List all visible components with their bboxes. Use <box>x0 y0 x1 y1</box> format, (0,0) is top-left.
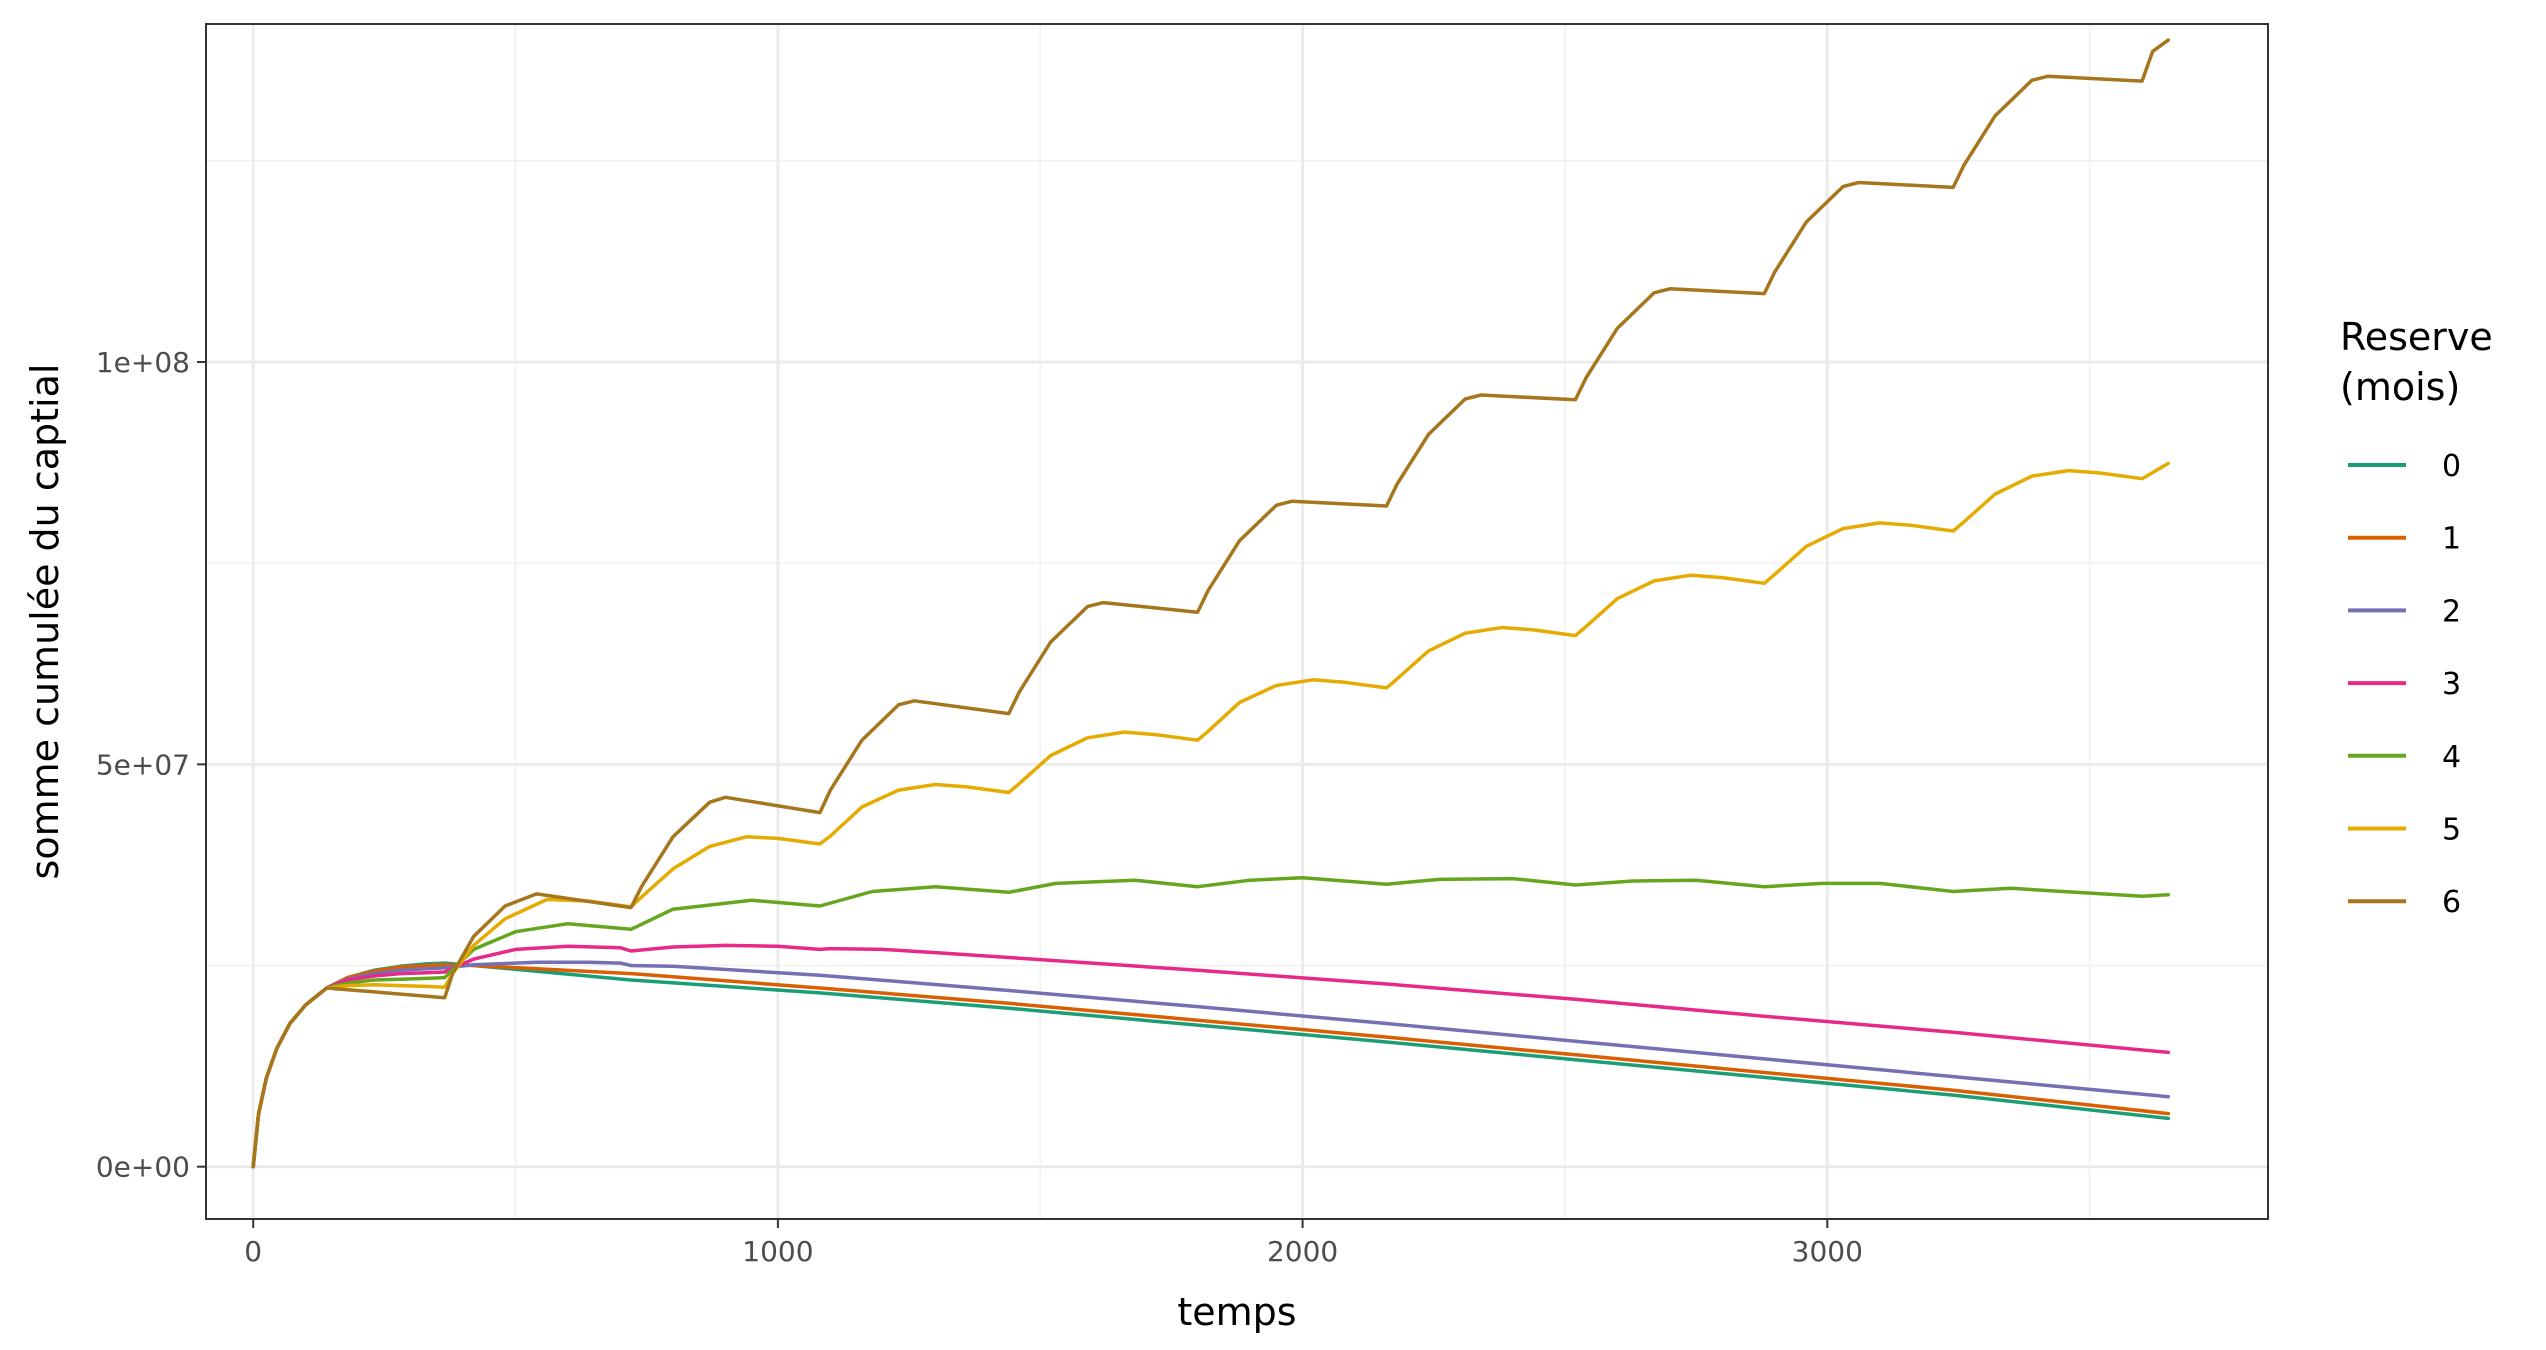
legend-label-4: 4 <box>2442 740 2461 775</box>
x-tick-label: 0 <box>244 1235 262 1268</box>
legend-label-2: 2 <box>2442 594 2461 629</box>
legend-items: 0 1 2 3 4 5 6 <box>2348 449 2461 920</box>
y-tick-label: 5e+07 <box>96 748 190 781</box>
legend-title-line-2: (mois) <box>2340 365 2460 409</box>
series-line-5 <box>251 461 2171 1169</box>
x-axis: 0 1000 2000 3000 <box>244 1219 1863 1268</box>
grid-minor <box>206 24 2268 1219</box>
y-tick-label: 0e+00 <box>96 1151 190 1184</box>
panel-background <box>206 24 2268 1219</box>
legend-label-6: 6 <box>2442 885 2461 920</box>
x-tick-label: 2000 <box>1267 1235 1338 1268</box>
legend: Reserve (mois) 0 1 2 3 4 5 6 <box>2340 315 2493 920</box>
y-axis: 0e+00 5e+07 1e+08 <box>96 346 206 1184</box>
x-tick-label: 1000 <box>742 1235 813 1268</box>
y-tick-label: 1e+08 <box>96 346 190 379</box>
legend-label-1: 1 <box>2442 522 2461 557</box>
series-line-6 <box>251 38 2171 1169</box>
legend-label-0: 0 <box>2442 449 2461 484</box>
series-layer <box>251 38 2171 1169</box>
legend-title-line-1: Reserve <box>2340 315 2493 359</box>
y-axis-title: somme cumulée du captial <box>23 364 67 880</box>
x-tick-label: 3000 <box>1792 1235 1863 1268</box>
panel-border <box>205 23 2269 1220</box>
legend-label-3: 3 <box>2442 667 2461 702</box>
legend-label-5: 5 <box>2442 813 2461 848</box>
x-axis-title: temps <box>1177 1290 1296 1334</box>
